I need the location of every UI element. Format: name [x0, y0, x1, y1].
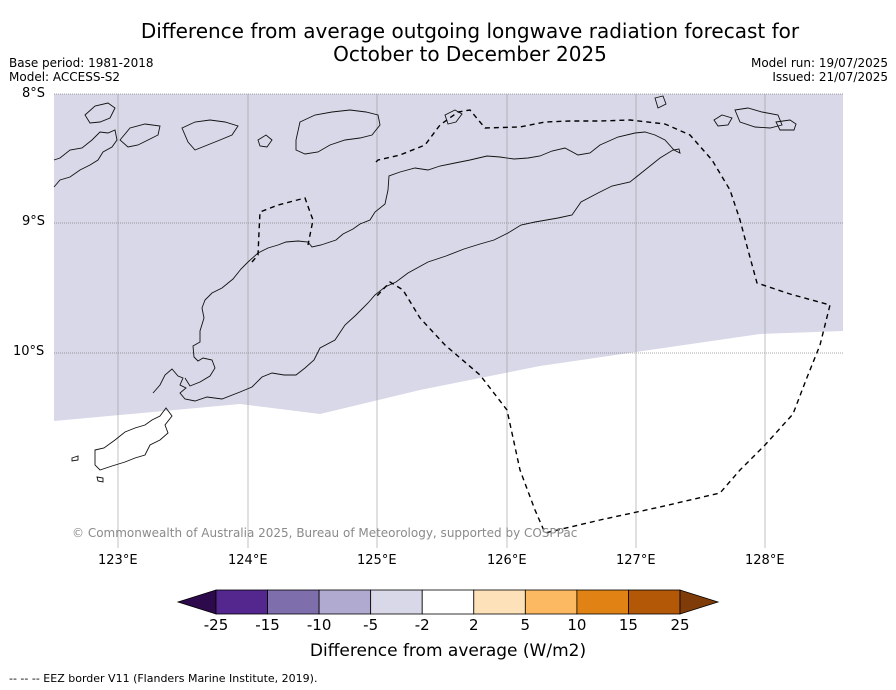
colorbar-swatch: [473, 589, 526, 615]
coastline-islands-mid: [181, 119, 239, 151]
lat-label-9s: 9°S: [22, 214, 46, 229]
coastline-wetar: [295, 109, 381, 155]
eez-border-timor-leste: [375, 109, 831, 534]
model-run: Model run: 19/07/2025: [750, 56, 888, 70]
coastline-eastern-islands: [734, 107, 783, 129]
colorbar-tick-label: -15: [255, 616, 280, 634]
colorbar-swatch: [576, 589, 629, 615]
colorbar-tick-label: 25: [670, 616, 690, 634]
colorbar-swatch: [215, 589, 268, 615]
lat-label-8s: 8°S: [22, 86, 46, 101]
coastline-rote: [94, 407, 173, 471]
colorbar-swatch: [267, 589, 320, 615]
lon-label-126e: 126°E: [487, 553, 527, 568]
colorbar-tick-label: 5: [520, 616, 531, 634]
colorbar-extension-high: [679, 589, 720, 615]
model-name: Model: ACCESS-S2: [9, 70, 121, 84]
lon-label-124e: 124°E: [228, 553, 268, 568]
colorbar-tick-label: 15: [618, 616, 638, 634]
coastline-north-islands: [53, 129, 118, 188]
lon-label-125e: 125°E: [357, 553, 397, 568]
coastline-pantar: [84, 102, 116, 124]
coastline-island-small-2: [775, 119, 797, 131]
colorbar-tick-label: -10: [306, 616, 332, 634]
longitude-gridlines: [117, 94, 766, 548]
coastlines: [53, 95, 797, 483]
copyright-credit: © Commonwealth of Australia 2025, Bureau…: [72, 526, 578, 540]
coastline-island-small-1: [713, 114, 733, 127]
eez-legend-note: -- -- -- EEZ border V11 (Flanders Marine…: [9, 672, 318, 685]
colorbar-tick-label: -5: [363, 616, 379, 634]
figure-title-line1: Difference from average outgoing longwav…: [140, 19, 800, 43]
eez-borders: [251, 109, 831, 534]
coastline-kisar: [257, 134, 273, 148]
coastline-rote-islet-2: [96, 476, 104, 483]
lon-label-127e: 127°E: [616, 553, 656, 568]
colorbar-tick-label: -25: [203, 616, 229, 634]
coastline-timor: [152, 131, 681, 402]
coastline-rote-islet-1: [71, 455, 79, 462]
colorbar-extension-low: [176, 589, 217, 615]
coastline-alor: [119, 123, 161, 148]
colorbar: [176, 589, 720, 615]
colorbar-tick-label: -2: [414, 616, 430, 634]
colorbar-swatch: [421, 589, 475, 615]
colorbar-swatch: [370, 589, 423, 615]
colorbar-tick-label: 10: [567, 616, 587, 634]
coastline-island-small-4: [444, 109, 463, 125]
base-period: Base period: 1981-2018: [9, 56, 154, 70]
coastline-island-small-3: [654, 95, 667, 109]
colorbar-swatch: [628, 589, 681, 615]
colorbar-swatch: [318, 589, 372, 615]
colorbar-title: Difference from average (W/m2): [309, 641, 587, 661]
lat-label-10s: 10°S: [13, 344, 45, 359]
colorbar-swatch: [524, 589, 578, 615]
eez-border-oecusse: [251, 197, 314, 263]
lon-label-128e: 128°E: [745, 553, 785, 568]
colorbar-tick-label: 2: [468, 616, 479, 634]
figure-title-line2: October to December 2025: [333, 42, 607, 66]
issued-date: Issued: 21/07/2025: [772, 70, 888, 84]
lon-label-123e: 123°E: [98, 553, 138, 568]
anomaly-shading-minus5-to-minus2: [54, 94, 843, 421]
